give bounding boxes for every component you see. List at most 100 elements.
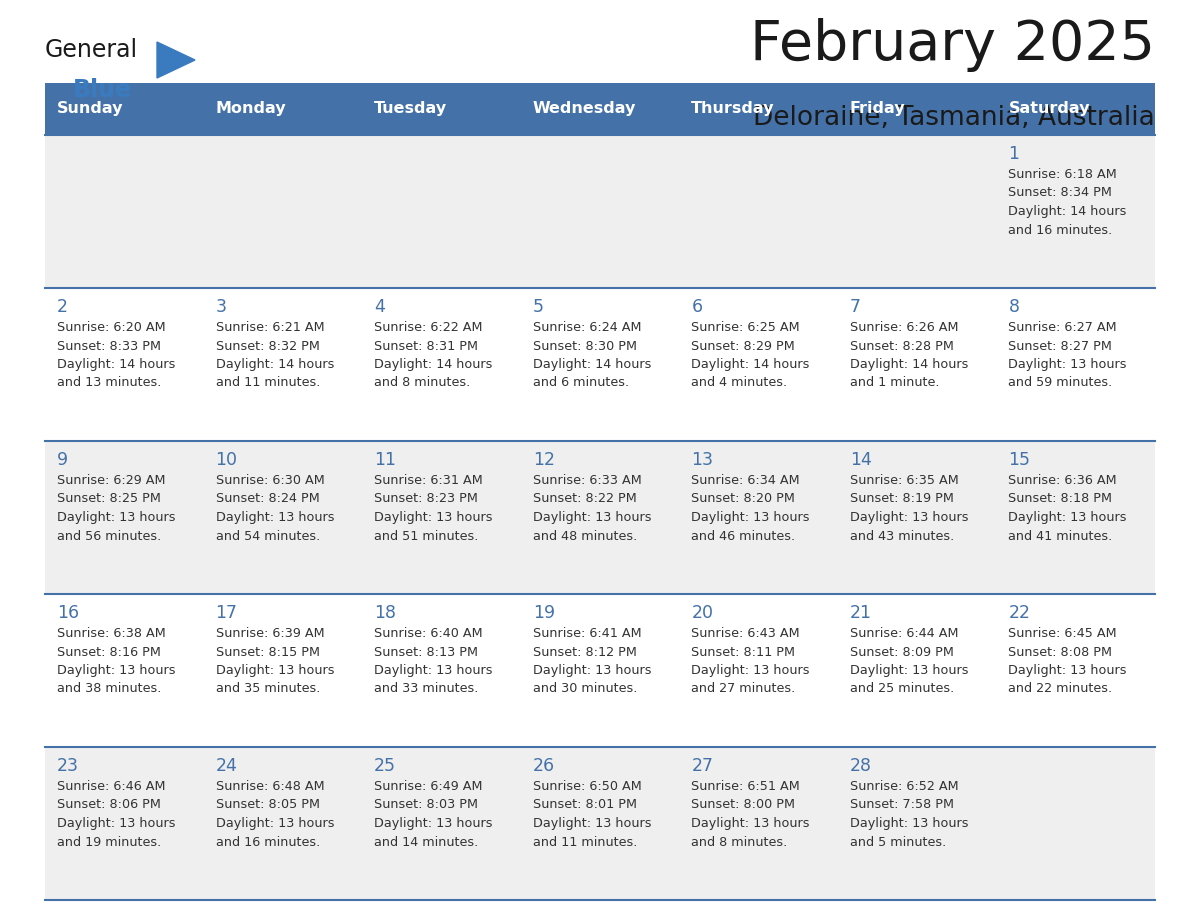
Text: Monday: Monday: [215, 102, 286, 117]
Text: 13: 13: [691, 451, 713, 469]
Text: and 48 minutes.: and 48 minutes.: [532, 530, 637, 543]
Text: Sunset: 8:16 PM: Sunset: 8:16 PM: [57, 645, 160, 658]
Text: Saturday: Saturday: [1009, 102, 1089, 117]
Text: Sunset: 8:13 PM: Sunset: 8:13 PM: [374, 645, 478, 658]
Text: Daylight: 13 hours: Daylight: 13 hours: [1009, 358, 1127, 371]
Text: Sunrise: 6:18 AM: Sunrise: 6:18 AM: [1009, 168, 1117, 181]
Text: Sunrise: 6:38 AM: Sunrise: 6:38 AM: [57, 627, 166, 640]
Text: and 22 minutes.: and 22 minutes.: [1009, 682, 1112, 696]
Text: Sunrise: 6:34 AM: Sunrise: 6:34 AM: [691, 474, 800, 487]
Text: 15: 15: [1009, 451, 1030, 469]
Bar: [45, 594, 1155, 747]
Text: Sunrise: 6:41 AM: Sunrise: 6:41 AM: [532, 627, 642, 640]
Text: Sunset: 8:01 PM: Sunset: 8:01 PM: [532, 799, 637, 812]
Text: 17: 17: [215, 604, 238, 622]
Text: and 56 minutes.: and 56 minutes.: [57, 530, 162, 543]
Text: Daylight: 13 hours: Daylight: 13 hours: [691, 664, 810, 677]
Text: Daylight: 14 hours: Daylight: 14 hours: [532, 358, 651, 371]
Text: and 11 minutes.: and 11 minutes.: [215, 376, 320, 389]
Text: 8: 8: [1009, 298, 1019, 316]
Text: Sunrise: 6:26 AM: Sunrise: 6:26 AM: [849, 321, 959, 334]
Text: and 16 minutes.: and 16 minutes.: [1009, 223, 1113, 237]
Text: Sunrise: 6:52 AM: Sunrise: 6:52 AM: [849, 780, 959, 793]
Text: 14: 14: [849, 451, 872, 469]
Text: and 6 minutes.: and 6 minutes.: [532, 376, 628, 389]
Text: and 41 minutes.: and 41 minutes.: [1009, 530, 1113, 543]
Text: Sunset: 8:00 PM: Sunset: 8:00 PM: [691, 799, 795, 812]
Text: 21: 21: [849, 604, 872, 622]
Text: and 33 minutes.: and 33 minutes.: [374, 682, 479, 696]
Text: Friday: Friday: [849, 102, 905, 117]
Text: 12: 12: [532, 451, 555, 469]
Text: Sunrise: 6:50 AM: Sunrise: 6:50 AM: [532, 780, 642, 793]
Text: Sunrise: 6:20 AM: Sunrise: 6:20 AM: [57, 321, 165, 334]
Text: Sunset: 8:30 PM: Sunset: 8:30 PM: [532, 340, 637, 353]
Text: Sunrise: 6:33 AM: Sunrise: 6:33 AM: [532, 474, 642, 487]
Bar: [45, 288, 1155, 441]
Polygon shape: [157, 42, 195, 78]
Text: Sunrise: 6:39 AM: Sunrise: 6:39 AM: [215, 627, 324, 640]
Text: Daylight: 13 hours: Daylight: 13 hours: [532, 511, 651, 524]
Text: and 38 minutes.: and 38 minutes.: [57, 682, 162, 696]
Text: and 59 minutes.: and 59 minutes.: [1009, 376, 1113, 389]
Text: Daylight: 13 hours: Daylight: 13 hours: [849, 511, 968, 524]
Text: and 16 minutes.: and 16 minutes.: [215, 835, 320, 848]
Text: Sunrise: 6:44 AM: Sunrise: 6:44 AM: [849, 627, 959, 640]
Text: and 30 minutes.: and 30 minutes.: [532, 682, 637, 696]
Text: Sunset: 8:28 PM: Sunset: 8:28 PM: [849, 340, 954, 353]
Text: 27: 27: [691, 757, 713, 775]
Text: Daylight: 13 hours: Daylight: 13 hours: [215, 511, 334, 524]
Text: Daylight: 13 hours: Daylight: 13 hours: [532, 664, 651, 677]
Text: 10: 10: [215, 451, 238, 469]
Text: Sunset: 8:24 PM: Sunset: 8:24 PM: [215, 492, 320, 506]
Text: Daylight: 14 hours: Daylight: 14 hours: [691, 358, 810, 371]
Text: Sunset: 8:18 PM: Sunset: 8:18 PM: [1009, 492, 1112, 506]
Text: Daylight: 13 hours: Daylight: 13 hours: [215, 664, 334, 677]
Text: Sunset: 8:11 PM: Sunset: 8:11 PM: [691, 645, 795, 658]
Text: 3: 3: [215, 298, 227, 316]
Bar: [45, 135, 1155, 288]
Text: General: General: [45, 38, 138, 62]
Text: Sunset: 8:34 PM: Sunset: 8:34 PM: [1009, 186, 1112, 199]
Text: 9: 9: [57, 451, 68, 469]
Text: 19: 19: [532, 604, 555, 622]
Text: and 46 minutes.: and 46 minutes.: [691, 530, 796, 543]
Text: Daylight: 13 hours: Daylight: 13 hours: [215, 817, 334, 830]
Text: 2: 2: [57, 298, 68, 316]
Text: Sunrise: 6:30 AM: Sunrise: 6:30 AM: [215, 474, 324, 487]
Text: Daylight: 13 hours: Daylight: 13 hours: [1009, 511, 1127, 524]
Text: Sunrise: 6:29 AM: Sunrise: 6:29 AM: [57, 474, 165, 487]
Text: Daylight: 13 hours: Daylight: 13 hours: [374, 664, 493, 677]
Text: Sunrise: 6:25 AM: Sunrise: 6:25 AM: [691, 321, 800, 334]
Text: Daylight: 13 hours: Daylight: 13 hours: [374, 817, 493, 830]
Text: Sunset: 8:08 PM: Sunset: 8:08 PM: [1009, 645, 1112, 658]
Bar: [45, 441, 1155, 594]
Text: Thursday: Thursday: [691, 102, 775, 117]
Text: Sunrise: 6:45 AM: Sunrise: 6:45 AM: [1009, 627, 1117, 640]
Text: Daylight: 13 hours: Daylight: 13 hours: [57, 664, 176, 677]
Text: and 8 minutes.: and 8 minutes.: [374, 376, 470, 389]
Text: Sunset: 8:27 PM: Sunset: 8:27 PM: [1009, 340, 1112, 353]
Text: Sunset: 8:29 PM: Sunset: 8:29 PM: [691, 340, 795, 353]
Text: and 11 minutes.: and 11 minutes.: [532, 835, 637, 848]
Text: Sunrise: 6:27 AM: Sunrise: 6:27 AM: [1009, 321, 1117, 334]
Bar: [45, 83, 1155, 135]
Text: Daylight: 13 hours: Daylight: 13 hours: [57, 511, 176, 524]
Text: and 14 minutes.: and 14 minutes.: [374, 835, 479, 848]
Text: Daylight: 14 hours: Daylight: 14 hours: [57, 358, 176, 371]
Text: Wednesday: Wednesday: [532, 102, 636, 117]
Text: and 35 minutes.: and 35 minutes.: [215, 682, 320, 696]
Text: 16: 16: [57, 604, 80, 622]
Text: Daylight: 14 hours: Daylight: 14 hours: [1009, 205, 1126, 218]
Text: Sunset: 8:12 PM: Sunset: 8:12 PM: [532, 645, 637, 658]
Text: Sunset: 8:32 PM: Sunset: 8:32 PM: [215, 340, 320, 353]
Text: Daylight: 14 hours: Daylight: 14 hours: [215, 358, 334, 371]
Text: and 27 minutes.: and 27 minutes.: [691, 682, 796, 696]
Text: Sunset: 7:58 PM: Sunset: 7:58 PM: [849, 799, 954, 812]
Text: Sunrise: 6:40 AM: Sunrise: 6:40 AM: [374, 627, 482, 640]
Text: and 19 minutes.: and 19 minutes.: [57, 835, 162, 848]
Text: Sunset: 8:20 PM: Sunset: 8:20 PM: [691, 492, 795, 506]
Text: Daylight: 13 hours: Daylight: 13 hours: [374, 511, 493, 524]
Text: Sunset: 8:05 PM: Sunset: 8:05 PM: [215, 799, 320, 812]
Text: Sunday: Sunday: [57, 102, 124, 117]
